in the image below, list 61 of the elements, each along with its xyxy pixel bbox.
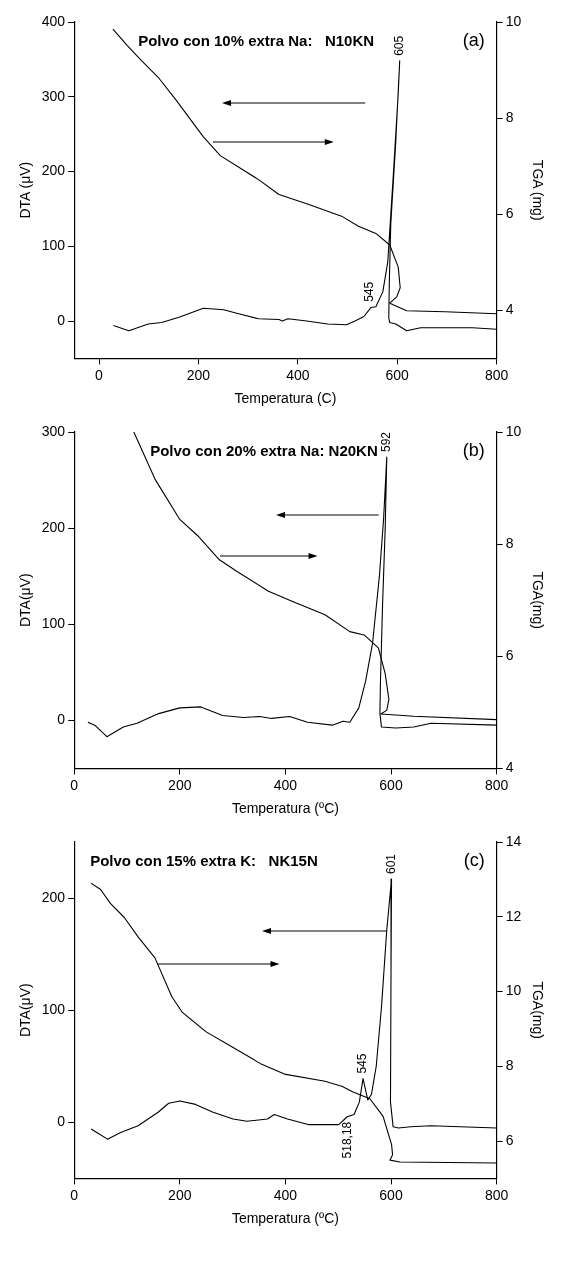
y2-tick-label: 6 xyxy=(505,647,514,664)
x-axis-title: Temperatura (C) xyxy=(234,390,337,407)
y2-axis-title: TGA(mg) xyxy=(529,981,546,1039)
x-tick-label: 600 xyxy=(385,366,410,383)
x-tick-label: 0 xyxy=(70,776,79,793)
y2-tick-label: 10 xyxy=(505,12,522,29)
y-tick-label: 0 xyxy=(57,311,66,328)
y-axis-title: DTA(μV) xyxy=(17,983,34,1038)
y2-tick-label: 4 xyxy=(505,301,514,318)
x-tick-label: 400 xyxy=(273,1186,298,1203)
x-tick-label: 200 xyxy=(168,776,192,793)
y2-tick-label: 10 xyxy=(505,982,522,999)
x-axis-title: Temperatura (ºC) xyxy=(231,800,339,817)
x-tick-label: 200 xyxy=(186,366,211,383)
text: Polvo con 20% extra Na: N20KN xyxy=(150,442,378,459)
annotation: 601 xyxy=(383,853,398,874)
y2-tick-label: 8 xyxy=(505,1057,514,1074)
y-tick-label: 400 xyxy=(41,12,66,29)
y2-tick-label: 4 xyxy=(505,759,514,776)
y-tick-label: 100 xyxy=(41,1001,66,1018)
annotation: 518,18 xyxy=(340,1121,355,1159)
y-tick-label: 100 xyxy=(41,237,66,254)
y-tick-label: 300 xyxy=(41,87,66,104)
y2-tick-label: 14 xyxy=(505,832,522,849)
x-tick-label: 400 xyxy=(286,366,310,383)
x-tick-label: 800 xyxy=(484,776,509,793)
y2-axis-title: TGA(mg) xyxy=(529,571,546,629)
annotation: (b) xyxy=(462,440,485,461)
annotation: 592 xyxy=(379,431,394,452)
y-tick-label: 200 xyxy=(41,162,66,179)
y-tick-label: 0 xyxy=(57,711,66,728)
y-tick-label: 0 xyxy=(57,1113,66,1130)
x-tick-label: 0 xyxy=(70,1186,79,1203)
y2-tick-label: 6 xyxy=(505,205,514,222)
y-axis-title: DTA (μV) xyxy=(17,161,34,219)
y-axis-title: DTA(μV) xyxy=(17,573,34,628)
y-tick-label: 100 xyxy=(41,615,66,632)
x-tick-label: 200 xyxy=(168,1186,192,1203)
y2-tick-label: 8 xyxy=(505,534,514,551)
text: Polvo con 15% extra K: NK15N xyxy=(90,852,318,869)
y2-tick-label: 6 xyxy=(505,1131,514,1148)
x-tick-label: 600 xyxy=(379,1186,403,1203)
y2-tick-label: 8 xyxy=(505,108,514,125)
x-tick-label: 0 xyxy=(95,366,104,383)
y2-tick-label: 10 xyxy=(505,422,522,439)
y2-axis-title: TGA (mg) xyxy=(529,159,546,221)
annotation: 545 xyxy=(362,281,377,302)
x-tick-label: 800 xyxy=(484,1186,509,1203)
x-tick-label: 600 xyxy=(379,776,403,793)
x-tick-label: 800 xyxy=(484,366,509,383)
y2-tick-label: 12 xyxy=(505,907,522,924)
annotation: 605 xyxy=(392,35,407,56)
y-tick-label: 200 xyxy=(41,518,66,535)
y-tick-label: 300 xyxy=(41,422,66,439)
y-tick-label: 200 xyxy=(41,888,66,905)
x-tick-label: 400 xyxy=(273,776,298,793)
annotation: 545 xyxy=(355,1053,370,1074)
x-axis-title: Temperatura (ºC) xyxy=(231,1210,339,1227)
annotation: (a) xyxy=(462,30,485,51)
text: Polvo con 10% extra Na: N10KN xyxy=(138,32,375,49)
annotation: (c) xyxy=(463,850,485,871)
